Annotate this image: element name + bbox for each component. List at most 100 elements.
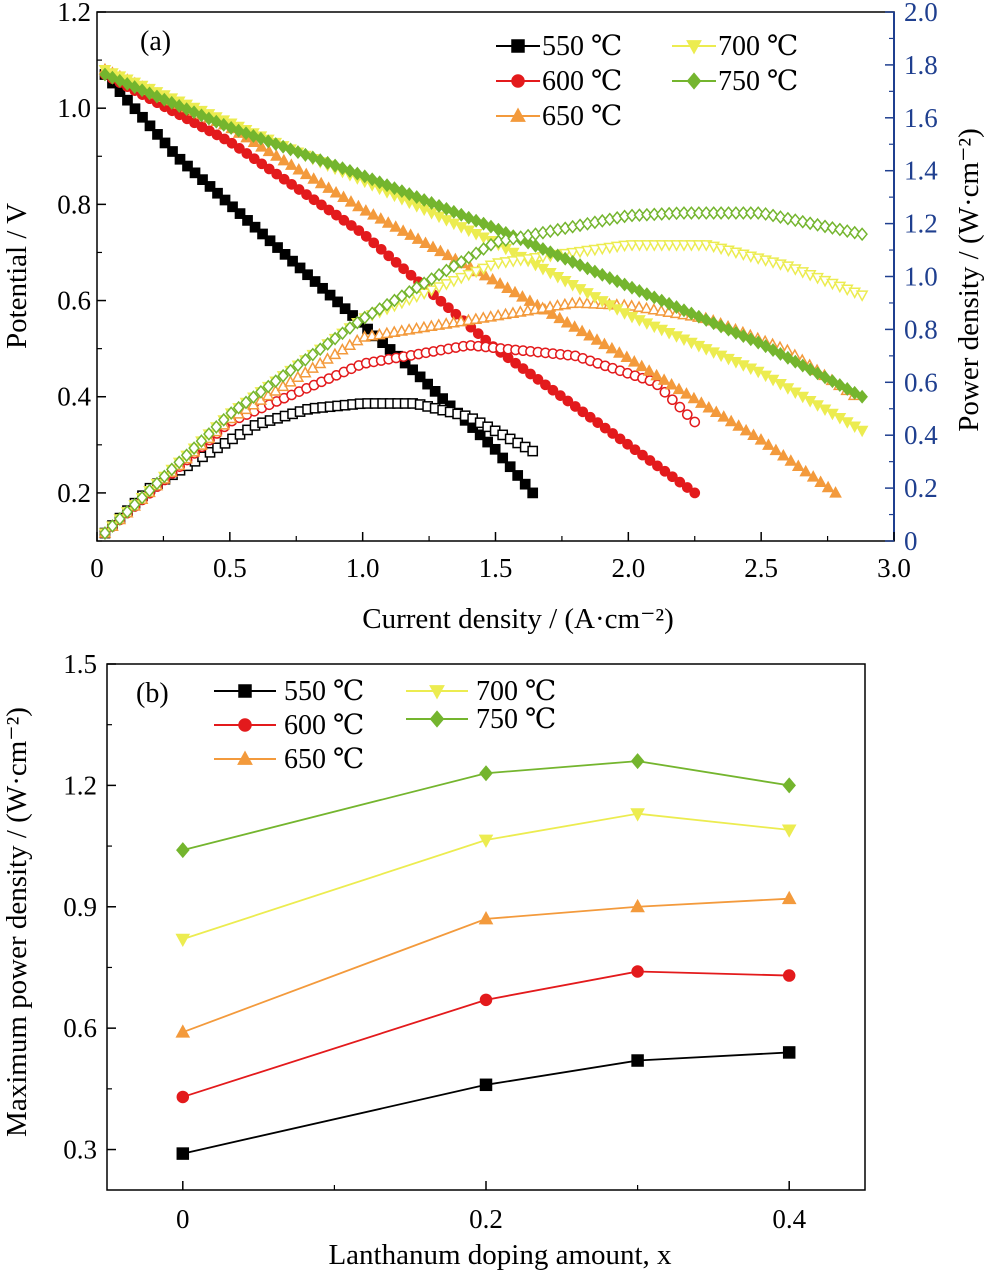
panel-a-potential-point bbox=[272, 242, 283, 253]
panel-a-power-point bbox=[329, 331, 341, 346]
panel-a-power-point bbox=[240, 395, 252, 410]
panel-a-power-point bbox=[203, 427, 215, 441]
panel-b-series-line bbox=[182, 1051, 790, 1155]
panel-a-potential-point bbox=[422, 378, 433, 390]
panel-a-power-point bbox=[588, 297, 601, 309]
panel-a-potential-point bbox=[569, 401, 581, 412]
panel-a-potential-point bbox=[848, 385, 861, 400]
panel-a-potential-point bbox=[137, 111, 148, 123]
panel-a-potential-point bbox=[841, 382, 854, 396]
panel-a-potential-point bbox=[724, 414, 738, 427]
panel-a-power-point bbox=[640, 240, 654, 252]
panel-a-power-point bbox=[173, 455, 186, 470]
panel-a-legend-label: 650 ℃ bbox=[542, 101, 622, 132]
panel-a-power-point bbox=[774, 210, 787, 224]
panel-a-potential-point bbox=[419, 236, 432, 248]
panel-a-potential-point bbox=[516, 290, 529, 302]
panel-a-potential-point bbox=[426, 240, 440, 253]
panel-a-x-axis-title: Current density / (A·cm⁻²) bbox=[362, 603, 674, 635]
panel-a-potential-point bbox=[826, 374, 839, 389]
panel-a-potential-point bbox=[257, 228, 268, 240]
panel-a-x-tick-label: 1.0 bbox=[346, 553, 380, 583]
panel-a-potential-point bbox=[642, 364, 656, 376]
panel-a-potential-point bbox=[754, 433, 768, 445]
panel-a-y2-tick-label: 0.6 bbox=[904, 367, 938, 397]
panel-a-power-point bbox=[782, 211, 794, 226]
panel-a-potential-point bbox=[195, 108, 208, 123]
panel-b-max-power-chart: 0 0.2 0.4 0.3 0.6 0.9 1.2 1.5 (b) Lanthanum dop… bbox=[1, 649, 866, 1271]
panel-a-potential-point bbox=[434, 244, 447, 257]
panel-a-power-point bbox=[826, 221, 839, 235]
panel-a-potential-point bbox=[324, 289, 336, 301]
panel-a-power-point bbox=[662, 240, 676, 252]
panel-a-potential-point bbox=[435, 295, 447, 307]
panel-a-power-point bbox=[752, 206, 765, 220]
panel-a-potential-point bbox=[489, 443, 501, 455]
panel-a-power-point bbox=[447, 276, 461, 288]
panel-a-potential-point bbox=[799, 464, 813, 477]
panel-b-series-4 bbox=[176, 753, 796, 859]
panel-a-potential-point bbox=[234, 143, 245, 154]
panel-a-legend: 550 ℃ 600 ℃ 650 ℃ 700 ℃ 750 ℃ bbox=[496, 31, 798, 132]
panel-a-power-point bbox=[580, 296, 594, 309]
panel-a-potential-point bbox=[299, 167, 313, 180]
panel-b-legend-marker bbox=[237, 750, 253, 765]
panel-b-data-point bbox=[631, 1054, 644, 1067]
panel-a-potential-point bbox=[478, 268, 492, 281]
panel-a-potential-point bbox=[789, 354, 802, 369]
panel-a-power-point bbox=[410, 280, 423, 295]
panel-a-power-point bbox=[277, 368, 289, 383]
panel-a-legend-marker bbox=[686, 40, 702, 55]
panel-a-potential-point bbox=[219, 194, 231, 206]
panel-a-potential-point bbox=[158, 92, 171, 107]
panel-a-power-point bbox=[470, 246, 482, 261]
panel-a-potential-point bbox=[762, 438, 775, 450]
panel-a-potential-point bbox=[620, 350, 634, 363]
panel-a-potential-point bbox=[407, 364, 418, 376]
panel-a-potential-point bbox=[821, 480, 835, 493]
panel-a-potential-point bbox=[203, 111, 215, 126]
panel-a-potential-point bbox=[577, 406, 589, 418]
panel-a-power-point bbox=[841, 224, 854, 238]
panel-a-potential-point bbox=[532, 374, 544, 385]
panel-a-power-point bbox=[640, 301, 653, 314]
panel-a-potential-point bbox=[519, 478, 531, 490]
panel-a-potential-point bbox=[568, 320, 581, 332]
panel-a-potential-point bbox=[143, 86, 156, 101]
panel-b-y-tick-label: 1.5 bbox=[63, 649, 97, 679]
panel-a-potential-point bbox=[702, 400, 716, 413]
panel-a-potential-point bbox=[504, 461, 516, 473]
panel-a-potential-point bbox=[189, 167, 201, 179]
panel-a-y2-axis-title: Power density / (W·cm⁻²) bbox=[953, 128, 985, 431]
panel-a-power-point bbox=[344, 321, 356, 335]
panel-a-power-point bbox=[225, 406, 237, 421]
panel-a-potential-point bbox=[680, 387, 693, 399]
panel-a-potential-point bbox=[398, 263, 409, 275]
panel-a-potential-point bbox=[589, 264, 601, 279]
panel-a-potential-point bbox=[540, 379, 551, 391]
panel-a-power-point bbox=[804, 216, 816, 231]
panel-b-data-point bbox=[479, 1078, 493, 1092]
panel-a-power-point bbox=[165, 462, 178, 477]
panel-a-potential-point bbox=[167, 146, 178, 157]
panel-a-power-point bbox=[432, 282, 446, 294]
panel-a-power-point bbox=[625, 299, 638, 311]
panel-a-power-point bbox=[425, 272, 438, 286]
panel-a-power-point bbox=[106, 519, 119, 533]
panel-a-power-point bbox=[529, 253, 542, 265]
panel-a-potential-point bbox=[362, 323, 373, 335]
panel-a-power-point bbox=[514, 255, 527, 267]
panel-a-potential-point bbox=[855, 425, 869, 438]
panel-a-potential-point bbox=[804, 362, 816, 377]
panel-a-potential-point bbox=[834, 378, 846, 392]
panel-a-power-point bbox=[418, 276, 430, 291]
panel-a-power-point bbox=[662, 305, 676, 317]
panel-a-potential-point bbox=[777, 448, 790, 461]
panel-a-power-point bbox=[388, 293, 401, 308]
panel-a-power-point bbox=[255, 384, 267, 399]
panel-a-potential-point bbox=[769, 443, 783, 456]
panel-a-legend-marker bbox=[511, 74, 525, 88]
panel-a-potential-point bbox=[635, 359, 649, 372]
panel-a-potential-point bbox=[293, 184, 305, 195]
